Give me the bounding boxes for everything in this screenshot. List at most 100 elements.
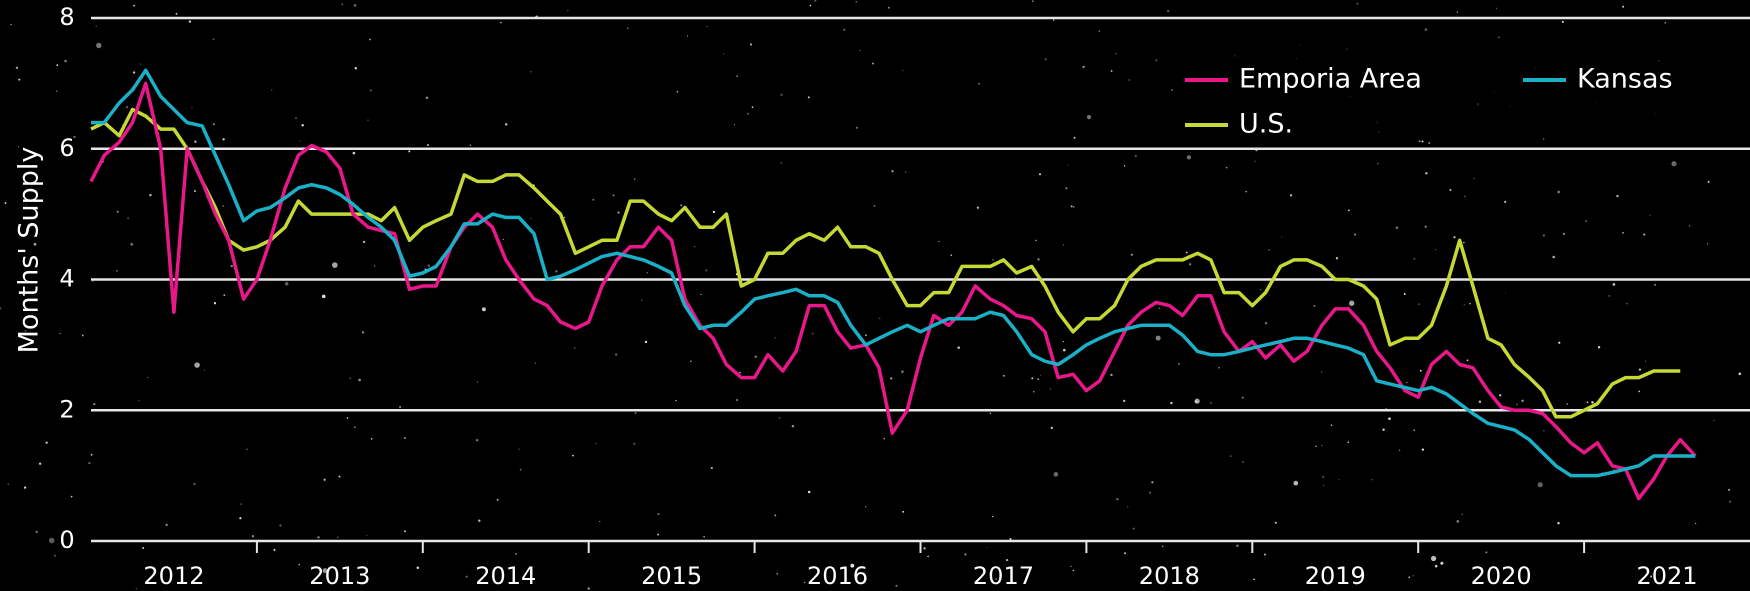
star xyxy=(879,318,880,319)
star xyxy=(213,38,215,40)
star xyxy=(222,138,224,140)
star xyxy=(1396,226,1399,229)
star xyxy=(1639,368,1641,370)
star xyxy=(1399,450,1400,451)
star xyxy=(404,437,406,439)
star xyxy=(239,517,241,519)
star xyxy=(136,588,137,589)
star xyxy=(1133,528,1135,530)
star xyxy=(812,333,814,335)
star xyxy=(1162,546,1164,548)
star xyxy=(1275,522,1277,524)
star xyxy=(1557,522,1559,524)
star xyxy=(1479,400,1482,403)
star xyxy=(223,205,224,206)
star xyxy=(530,218,531,219)
star xyxy=(572,455,574,457)
star xyxy=(92,281,93,282)
star xyxy=(707,26,708,27)
star xyxy=(1496,8,1498,10)
star xyxy=(902,70,903,71)
star xyxy=(1127,506,1128,507)
star xyxy=(1377,163,1378,164)
x-tick-label: 2016 xyxy=(807,562,868,590)
star xyxy=(1689,225,1690,226)
star xyxy=(1485,551,1487,553)
x-tick-label: 2017 xyxy=(973,562,1034,590)
star xyxy=(1413,429,1415,431)
x-tick-label: 2018 xyxy=(1139,562,1200,590)
star xyxy=(1552,256,1555,259)
star xyxy=(780,94,782,96)
star xyxy=(1186,252,1188,254)
star xyxy=(739,372,741,374)
star xyxy=(1428,142,1430,144)
y-tick-label: 6 xyxy=(59,134,74,162)
star xyxy=(1474,178,1475,179)
star xyxy=(1654,284,1656,286)
star xyxy=(1115,53,1116,54)
star xyxy=(176,13,178,15)
star xyxy=(317,536,319,538)
star xyxy=(1729,501,1731,503)
star xyxy=(1338,479,1339,480)
star xyxy=(1499,394,1501,396)
star xyxy=(645,341,647,343)
star xyxy=(140,63,141,64)
star xyxy=(1063,349,1066,352)
star xyxy=(1435,565,1438,568)
star xyxy=(599,521,600,522)
star xyxy=(1124,552,1126,554)
star xyxy=(279,524,281,526)
star xyxy=(1331,424,1332,425)
star xyxy=(1425,226,1427,228)
star xyxy=(1242,397,1244,399)
star xyxy=(902,511,904,513)
star xyxy=(700,294,701,295)
star xyxy=(1739,373,1742,376)
star xyxy=(362,331,364,333)
star xyxy=(694,246,695,247)
star xyxy=(1558,342,1560,344)
star xyxy=(332,262,338,268)
star xyxy=(1695,523,1696,524)
star xyxy=(1419,140,1421,142)
star xyxy=(1082,66,1084,68)
star xyxy=(1643,233,1645,235)
star xyxy=(133,5,135,7)
star xyxy=(1268,249,1270,251)
star xyxy=(426,97,429,100)
star xyxy=(957,346,960,349)
star xyxy=(1587,401,1589,403)
star xyxy=(776,573,778,575)
star xyxy=(1255,161,1256,162)
star xyxy=(1566,403,1568,405)
x-tick-label: 2021 xyxy=(1637,562,1698,590)
star xyxy=(500,22,502,24)
star xyxy=(16,67,18,69)
star xyxy=(888,7,890,9)
star xyxy=(1404,293,1406,295)
star xyxy=(165,524,167,526)
star xyxy=(1071,566,1072,567)
star xyxy=(300,140,301,141)
star xyxy=(18,79,20,81)
star xyxy=(49,538,55,544)
star xyxy=(1281,237,1282,238)
y-tick-label: 0 xyxy=(59,526,74,554)
star xyxy=(657,534,659,536)
star xyxy=(1557,191,1559,193)
star xyxy=(754,355,757,358)
y-tick-label: 4 xyxy=(59,265,74,293)
star xyxy=(88,462,90,464)
star xyxy=(482,307,486,311)
star xyxy=(964,554,966,556)
star xyxy=(1155,59,1157,61)
star xyxy=(1563,233,1565,235)
star xyxy=(1071,205,1073,207)
star xyxy=(1435,249,1436,250)
star xyxy=(354,426,356,428)
star xyxy=(680,204,682,206)
star xyxy=(774,514,776,516)
star xyxy=(1087,115,1091,119)
